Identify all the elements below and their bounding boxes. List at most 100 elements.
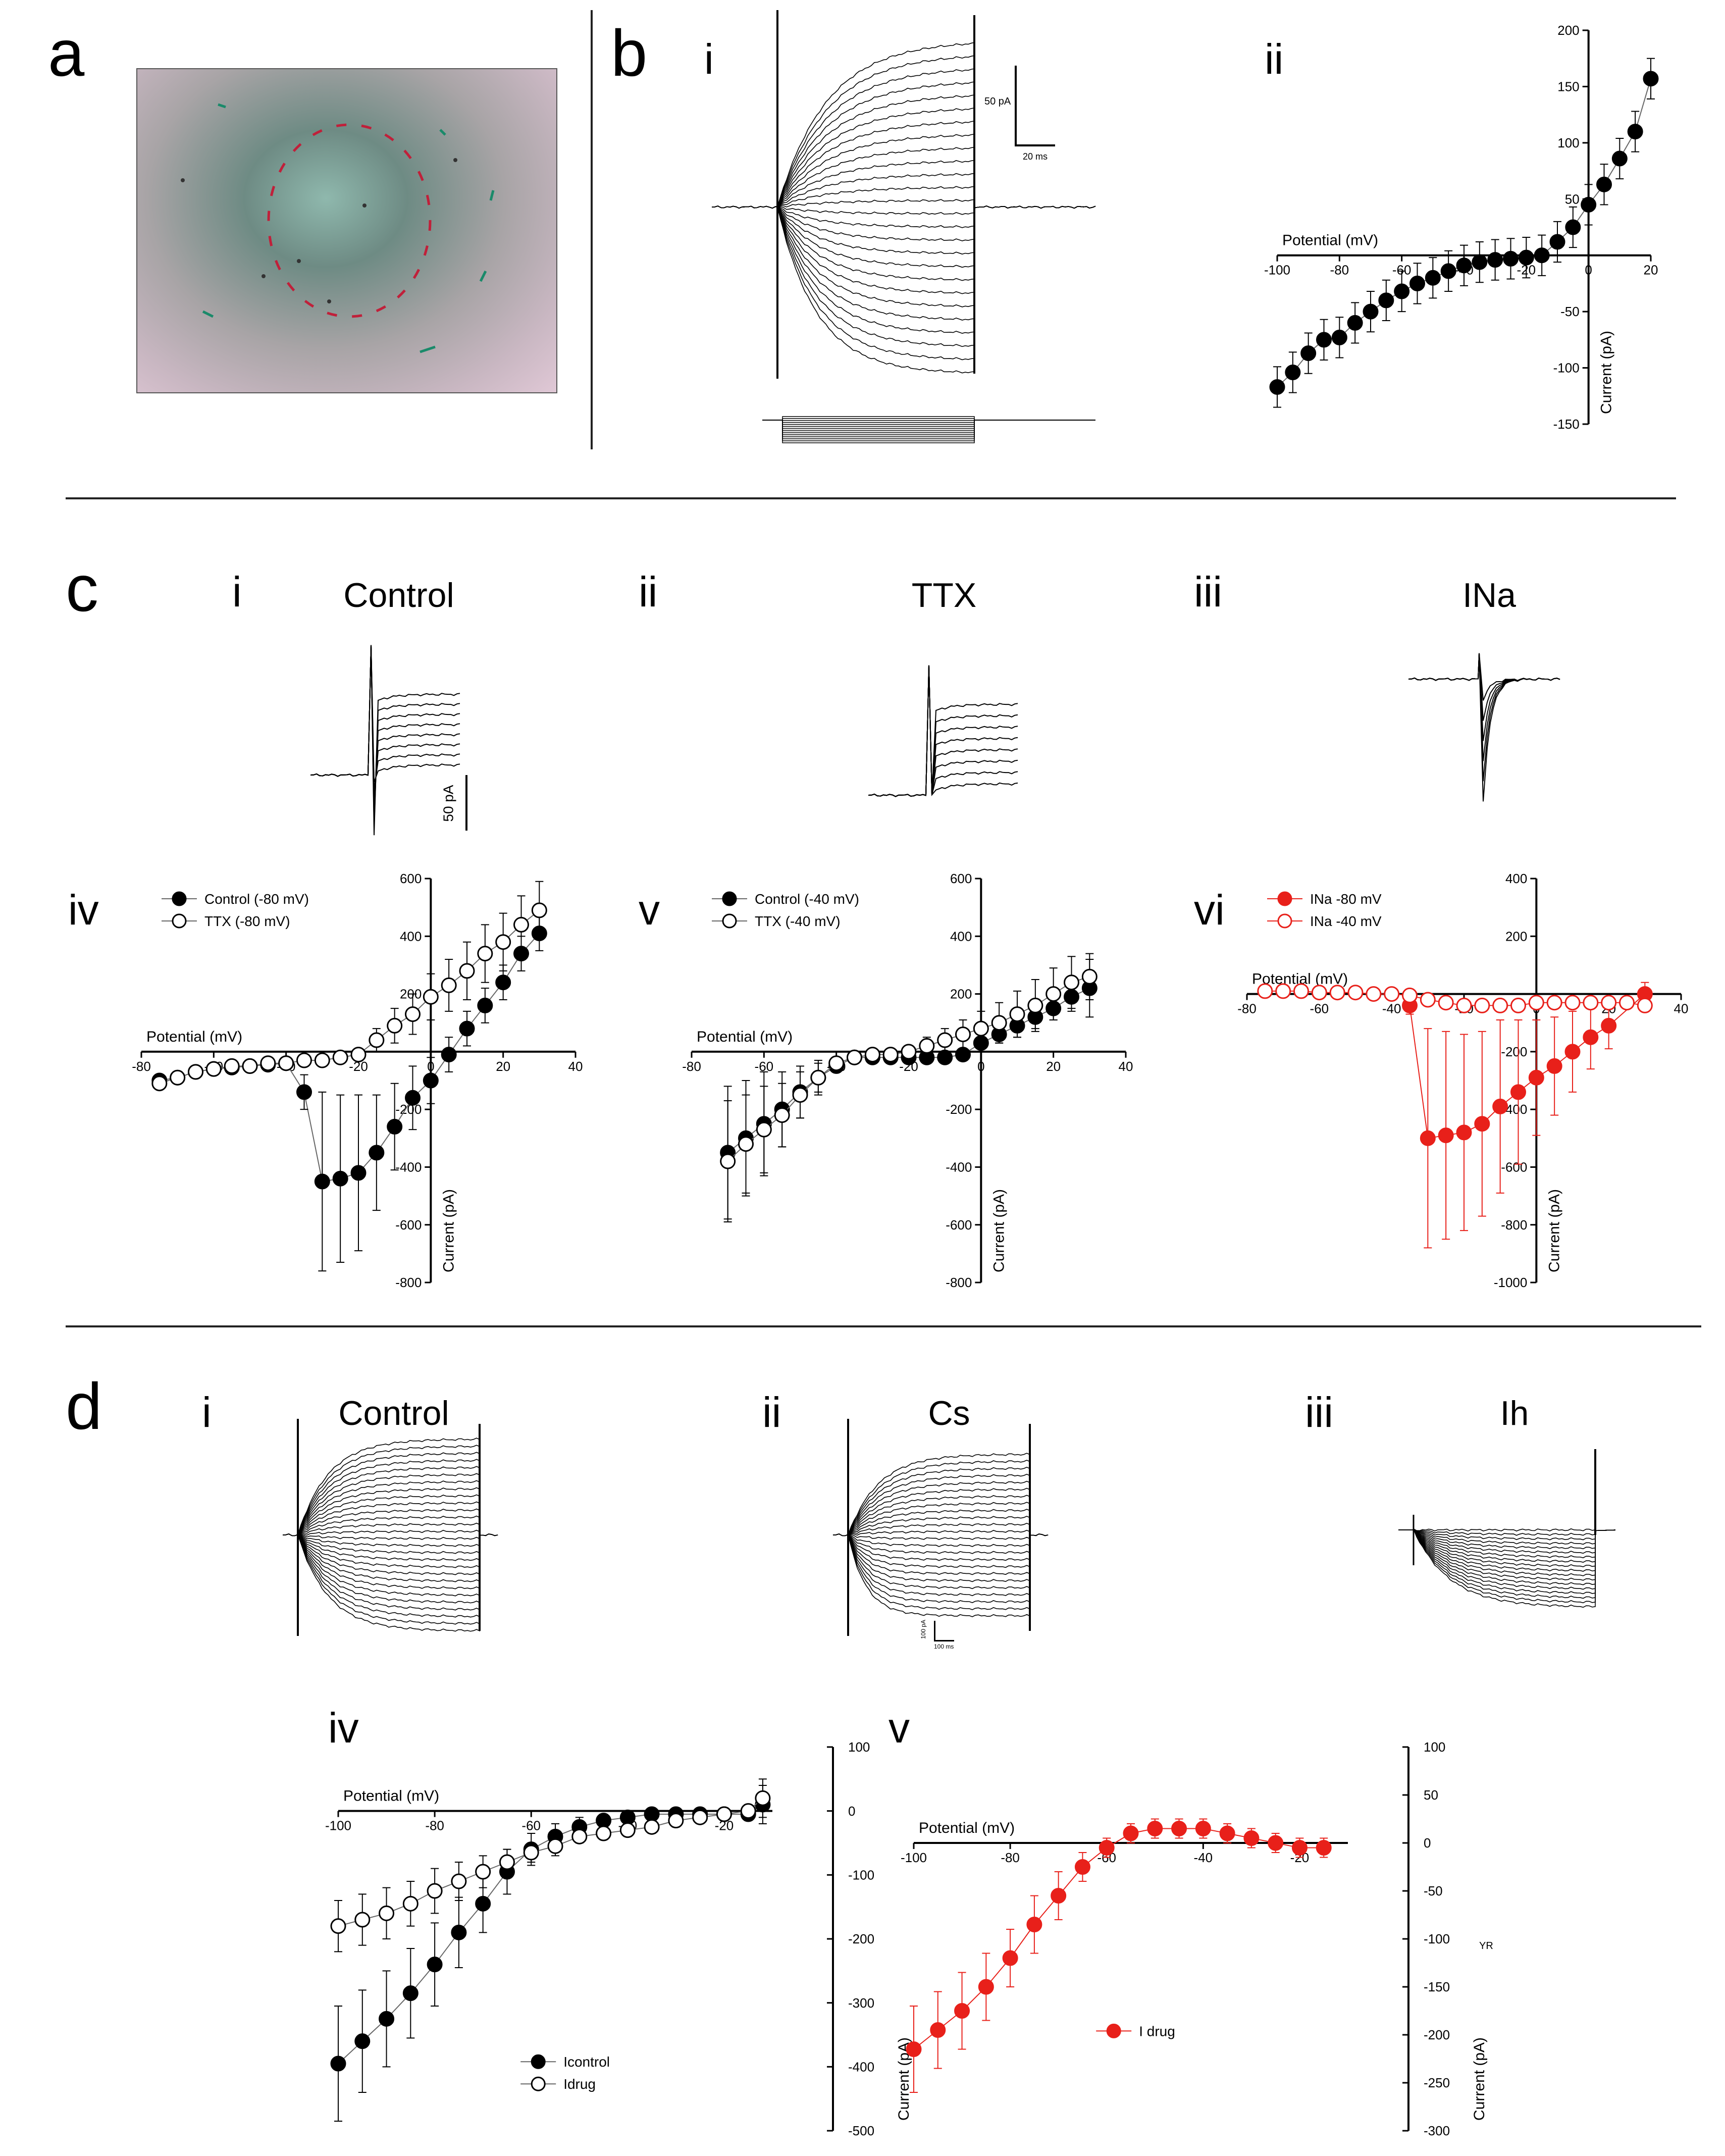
d-iv-x-axis-label: Potential (mV): [343, 1788, 439, 1805]
d-v-iv-curve: -100-80-60-40-20-300-250-200-150-100-500…: [901, 1739, 1493, 2138]
c-v-data-point: [937, 1032, 953, 1048]
c-iv-data-point: [459, 1020, 475, 1037]
c-iv-y-axis-label: Current (pA): [440, 1189, 457, 1272]
d-v-data-point: [1219, 1825, 1235, 1841]
d-v-y-axis-label-2: YR: [1479, 1940, 1493, 1952]
d-cs-trace: [832, 1509, 1049, 1536]
c-vi-y-tick-label: -600: [1501, 1160, 1527, 1175]
c-ina-trace: [1408, 653, 1560, 761]
d-control-trace: [282, 1533, 498, 1547]
c-vi-data-point: [1601, 995, 1617, 1011]
d-control-trace: [282, 1501, 498, 1536]
d-cs-trace: [832, 1453, 1049, 1536]
d-iv-y-tick-label: -200: [848, 1931, 874, 1946]
c-iv-data-point: [278, 1055, 294, 1071]
d-ih-trace: [1398, 1527, 1616, 1572]
b-ii-data-point: [1534, 247, 1550, 264]
c-iv-x-tick-label: -80: [132, 1059, 151, 1074]
c-v-data-point: [901, 1044, 917, 1060]
d-v-y-axis-label: Current (pA): [1471, 2037, 1488, 2121]
d-iv-data-point: [475, 1895, 491, 1912]
b-current-trace: [711, 205, 1096, 307]
c-iv-data-point: [477, 946, 493, 962]
d-cs-trace: [832, 1533, 1049, 1541]
c-iv-data-point: [513, 916, 529, 933]
d-ih-trace: [1398, 1528, 1616, 1541]
c-iv-iv-curve: -80-60-40-2002040-800-600-400-2002004006…: [132, 871, 583, 1290]
d-v-data-point: [1002, 1950, 1018, 1966]
b-ii-data-point: [1409, 275, 1425, 291]
c-vi-data-point: [1438, 995, 1454, 1011]
c-v-data-point: [828, 1055, 845, 1071]
c-vi-legend-label: INa -40 mV: [1310, 913, 1382, 929]
c-v-data-point: [1009, 1006, 1025, 1022]
c-vi-data-point: [1564, 1044, 1581, 1060]
c-vi-data-point: [1583, 995, 1599, 1011]
d-cs-trace: [832, 1533, 1049, 1589]
sublabel-c-i: i: [232, 568, 242, 615]
c-vi-data-point: [1456, 997, 1472, 1013]
d-cs-title: Cs: [928, 1394, 970, 1432]
slice-micrograph: [136, 68, 557, 393]
c-vi-data-point: [1347, 985, 1364, 1001]
b-ii-data-point: [1627, 124, 1643, 140]
b-current-trace: [711, 205, 1096, 241]
d-iv-data-point: [330, 2056, 346, 2072]
d-iv-data-point: [755, 1790, 771, 1806]
c-ina-trace: [1408, 653, 1560, 721]
d-v-data-point: [1099, 1840, 1115, 1856]
a-b-divider: [591, 10, 593, 449]
c-v-data-point: [882, 1047, 899, 1063]
d-iv-y-tick-label: -400: [848, 2059, 874, 2074]
b-ii-data-point: [1300, 345, 1317, 362]
c-iv-data-point: [405, 1090, 421, 1106]
c-v-data-point: [720, 1153, 736, 1169]
c-v-data-point: [1081, 968, 1097, 985]
d-control-trace: [282, 1533, 498, 1582]
d-control-trace: [282, 1533, 498, 1611]
d-cs-trace: [832, 1533, 1049, 1617]
d-iv-data-point: [379, 1905, 395, 1921]
d-control-trace: [282, 1487, 498, 1537]
d-iv-y-tick-label: 100: [848, 1739, 870, 1755]
c-iv-data-point: [531, 902, 547, 918]
d-iv-data-point: [402, 1985, 419, 2001]
d-iv-iv-curve: -100-80-60-40-20-500-400-300-200-1000100…: [325, 1739, 912, 2138]
c-v-legend-marker: [722, 891, 737, 906]
panel-label-c: c: [66, 551, 98, 625]
d-ih-trace: [1398, 1528, 1616, 1590]
d-iv-data-point: [644, 1806, 660, 1822]
c-control-trace: [310, 645, 460, 836]
b-voltage-protocol-step: [762, 420, 1095, 427]
c-iv-data-point: [242, 1058, 258, 1074]
c-vi-data-point: [1402, 987, 1418, 1003]
d-control-trace: [282, 1529, 498, 1536]
sublabel-c-vi: vi: [1194, 886, 1225, 934]
b-current-trace: [711, 68, 1096, 209]
d-ih-trace: [1398, 1527, 1616, 1567]
c-vi-series-1-line: [1265, 990, 1645, 1006]
c-v-data-point: [955, 1026, 971, 1043]
d-iv-legend-label: Icontrol: [563, 2054, 610, 2070]
d-control-trace: [282, 1533, 498, 1632]
d-v-data-point: [1026, 1917, 1042, 1932]
d-v-data-point: [1074, 1859, 1090, 1875]
c-v-data-point: [1027, 997, 1043, 1013]
c-iv-legend-label: Control (-80 mV): [204, 891, 309, 907]
d-iv-data-point: [354, 2033, 371, 2049]
c-ttx-trace: [868, 665, 1018, 797]
d-v-x-axis-label: Potential (mV): [919, 1820, 1015, 1836]
c-iv-x-axis-label: Potential (mV): [146, 1029, 242, 1045]
c-vi-data-point: [1474, 1116, 1490, 1132]
d-ih-trace: [1398, 1527, 1616, 1563]
d-ih-trace: [1398, 1528, 1616, 1550]
d-iv-data-point: [596, 1813, 612, 1829]
d-control-trace: [282, 1452, 498, 1536]
c-vi-x-tick-label: -60: [1310, 1001, 1329, 1016]
d-control-trace: [282, 1533, 498, 1554]
c-vi-y-tick-label: 200: [1505, 929, 1527, 944]
c-iv-data-point: [224, 1058, 240, 1074]
c-v-y-axis-label: Current (pA): [990, 1189, 1007, 1272]
d-ih-trace: [1398, 1528, 1616, 1536]
c-v-data-point: [937, 1049, 953, 1065]
